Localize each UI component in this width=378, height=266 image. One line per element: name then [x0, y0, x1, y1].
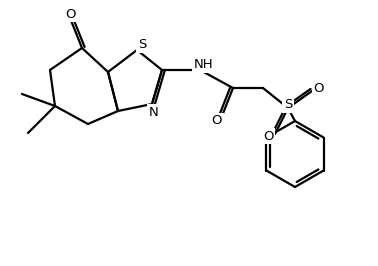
Text: S: S	[138, 39, 146, 52]
Text: O: O	[314, 82, 324, 95]
Text: O: O	[212, 114, 222, 127]
Text: O: O	[65, 7, 75, 20]
Text: S: S	[284, 98, 292, 111]
Text: N: N	[149, 106, 159, 118]
Text: NH: NH	[194, 59, 214, 72]
Text: O: O	[263, 130, 273, 143]
